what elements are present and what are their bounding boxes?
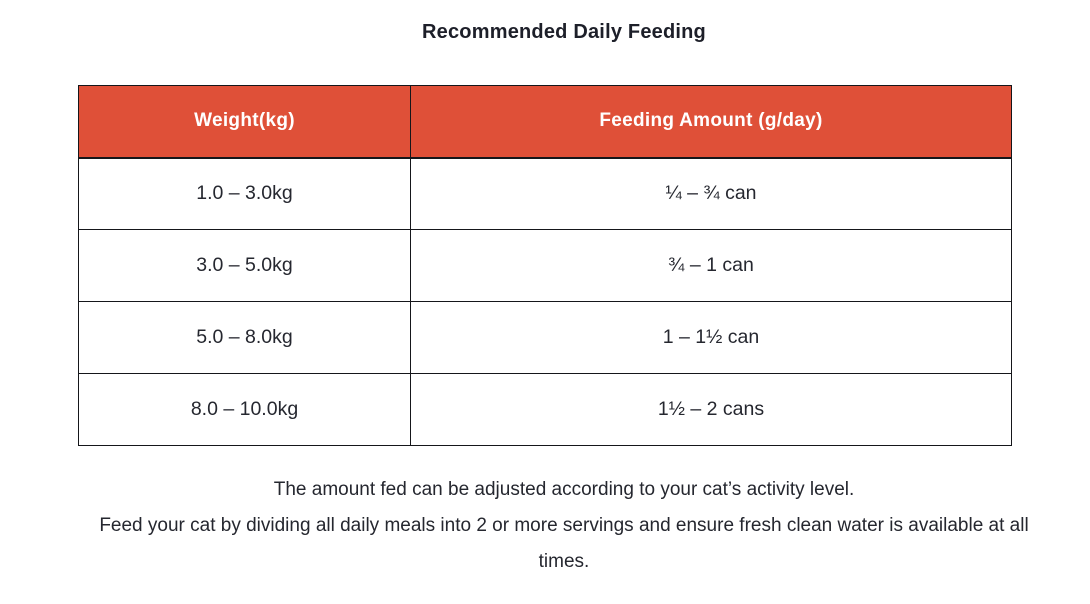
feeding-table: Weight(kg) Feeding Amount (g/day) 1.0 – … (78, 85, 1012, 446)
column-header-feeding-amount: Feeding Amount (g/day) (410, 85, 1012, 159)
table-row: 3.0 – 5.0kg ¾ – 1 can (78, 229, 1012, 302)
weight-range-cell: 1.0 – 3.0kg (78, 157, 411, 230)
feeding-amount-cell: ¼ – ¾ can (410, 157, 1012, 230)
feeding-amount-cell: 1½ – 2 cans (410, 373, 1012, 446)
note-activity-level: The amount fed can be adjusted according… (273, 479, 855, 500)
table-row: 1.0 – 3.0kg ¼ – ¾ can (78, 157, 1012, 230)
note-servings-water: Feed your cat by dividing all daily meal… (99, 515, 1029, 572)
feeding-amount-cell: 1 – 1½ can (410, 301, 1012, 374)
table-row: 8.0 – 10.0kg 1½ – 2 cans (78, 373, 1012, 446)
page-title: Recommended Daily Feeding (422, 21, 706, 43)
weight-range-cell: 5.0 – 8.0kg (78, 301, 411, 374)
feeding-notes: The amount fed can be adjusted according… (78, 472, 1050, 580)
table-header-row: Weight(kg) Feeding Amount (g/day) (78, 85, 1012, 159)
weight-range-cell: 8.0 – 10.0kg (78, 373, 411, 446)
feeding-amount-cell: ¾ – 1 can (410, 229, 1012, 302)
column-header-weight: Weight(kg) (78, 85, 411, 159)
table-row: 5.0 – 8.0kg 1 – 1½ can (78, 301, 1012, 374)
weight-range-cell: 3.0 – 5.0kg (78, 229, 411, 302)
